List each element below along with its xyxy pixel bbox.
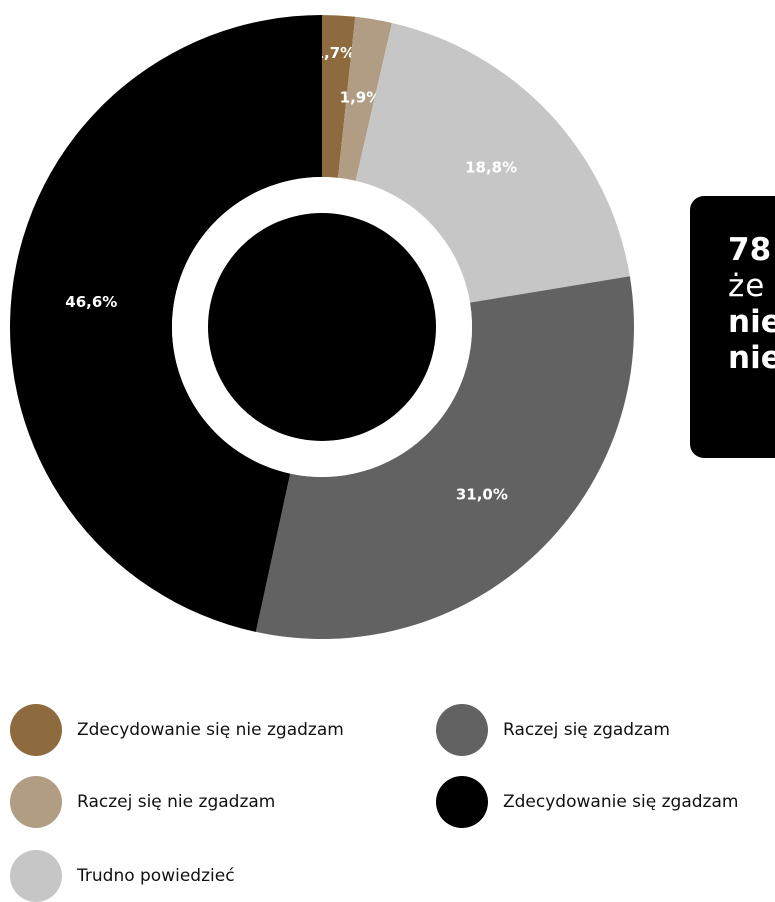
data-label-rather-disagree: 1,9% — [340, 89, 382, 107]
legend-swatch — [10, 850, 62, 902]
callout-line-1: 78 — [728, 232, 772, 268]
callout-box: 78 że nie nie — [690, 196, 775, 458]
legend-item-rather-disagree: Raczej się nie zgadzam — [10, 776, 275, 828]
legend-label: Raczej się zgadzam — [503, 720, 670, 740]
callout-line-4: nie — [728, 340, 775, 376]
slice-rather-agree — [255, 276, 635, 639]
legend-swatch — [436, 776, 488, 828]
data-label-rather-agree: 31,0% — [456, 486, 508, 504]
legend-swatch — [10, 776, 62, 828]
legend-label: Trudno powiedzieć — [77, 866, 235, 886]
callout-line-3: nie — [728, 304, 775, 340]
legend-label: Zdecydowanie się nie zgadzam — [77, 720, 344, 740]
legend-item-strongly-agree: Zdecydowanie się zgadzam — [436, 776, 738, 828]
legend-item-hard-to-say: Trudno powiedzieć — [10, 850, 235, 902]
legend-label: Zdecydowanie się zgadzam — [503, 792, 739, 812]
callout-line-2: że — [728, 268, 766, 304]
legend-swatch — [436, 704, 488, 756]
data-label-hard-to-say: 18,8% — [465, 159, 517, 177]
legend-swatch — [10, 704, 62, 756]
data-label-strongly-disagree: 1,7% — [314, 44, 356, 62]
slice-strongly-disagree — [322, 15, 356, 178]
slice-strongly-agree — [9, 14, 322, 632]
donut-center-disc — [208, 213, 436, 441]
slice-rather-disagree — [337, 16, 392, 181]
legend-label: Raczej się nie zgadzam — [77, 792, 276, 812]
slice-hard-to-say — [355, 22, 630, 303]
legend-item-rather-agree: Raczej się zgadzam — [436, 704, 670, 756]
legend-item-strongly-disagree: Zdecydowanie się nie zgadzam — [10, 704, 344, 756]
data-label-strongly-agree: 46,6% — [65, 293, 117, 311]
donut-chart: 1,7% 1,9% 18,8% 31,0% 46,6% — [9, 14, 635, 639]
